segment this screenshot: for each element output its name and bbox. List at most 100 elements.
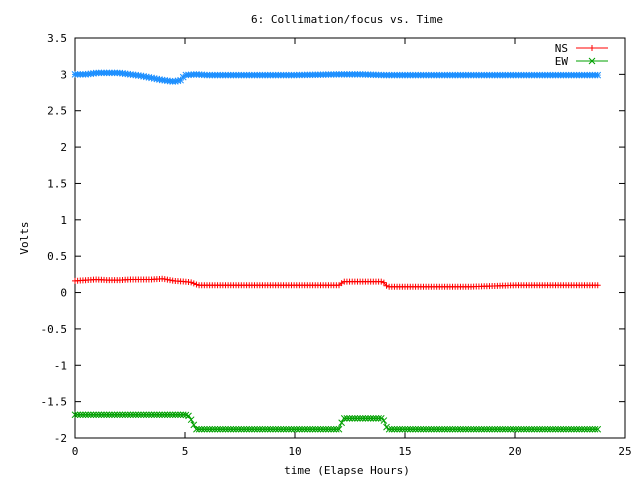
- data-point: [378, 278, 385, 285]
- data-point: [588, 57, 596, 65]
- data-point: [105, 411, 113, 419]
- data-point: [187, 416, 195, 424]
- data-point: [472, 425, 480, 433]
- data-point: [533, 425, 541, 433]
- data-point: [483, 425, 491, 433]
- data-point: [470, 425, 477, 433]
- data-point: [190, 421, 198, 429]
- data-point: [195, 425, 203, 433]
- data-point: [216, 425, 224, 433]
- data-point: [208, 425, 216, 433]
- data-point: [348, 415, 356, 422]
- series-unlabeled: [71, 69, 602, 85]
- data-point: [230, 425, 237, 433]
- data-point: [404, 425, 411, 433]
- x-tick-label: 5: [182, 445, 189, 458]
- data-point: [82, 411, 89, 419]
- data-point: [269, 425, 277, 433]
- data-point: [145, 411, 153, 419]
- data-point: [253, 425, 261, 433]
- data-point: [478, 425, 485, 433]
- data-point: [406, 425, 414, 433]
- data-point: [594, 71, 602, 79]
- data-point: [499, 425, 507, 433]
- y-tick-label: 2.5: [47, 105, 67, 118]
- data-point: [459, 425, 467, 433]
- data-point: [206, 425, 213, 433]
- data-point: [380, 279, 387, 286]
- data-point: [538, 425, 546, 433]
- data-point: [594, 282, 601, 289]
- data-point: [594, 425, 602, 433]
- data-point: [127, 411, 134, 419]
- data-point: [562, 425, 570, 433]
- data-point: [164, 276, 171, 283]
- data-point: [227, 425, 235, 433]
- data-point: [417, 425, 425, 433]
- data-point: [224, 425, 232, 433]
- data-point: [422, 425, 430, 433]
- data-point: [465, 425, 472, 433]
- data-point: [531, 425, 538, 433]
- data-point: [573, 425, 580, 433]
- y-tick-label: 2: [60, 141, 67, 154]
- data-point: [290, 425, 298, 433]
- data-point: [158, 411, 166, 419]
- data-point: [150, 411, 158, 419]
- data-point: [560, 425, 567, 433]
- y-tick-label: 3: [60, 68, 67, 81]
- data-point: [333, 425, 340, 433]
- data-point: [132, 411, 140, 419]
- data-point: [338, 419, 345, 427]
- data-point: [391, 425, 398, 433]
- data-point: [174, 77, 182, 85]
- y-tick-label: -0.5: [41, 323, 68, 336]
- y-axis-ticks: -2 -1.5 -1 -0.5 0 0.5 1 1.5 2 2.5 3 3.5: [41, 32, 625, 445]
- data-point: [570, 425, 578, 433]
- data-point: [240, 425, 248, 433]
- data-point: [591, 425, 599, 433]
- data-point: [425, 425, 433, 433]
- series-ew: [71, 411, 602, 433]
- data-point: [491, 425, 499, 433]
- data-point: [285, 425, 293, 433]
- x-axis-ticks: 0 5 10 15 20 25: [72, 38, 632, 458]
- data-point: [303, 425, 311, 433]
- data-point: [509, 425, 517, 433]
- data-point: [306, 425, 314, 433]
- data-point: [264, 425, 272, 433]
- data-point: [79, 411, 87, 419]
- data-point: [177, 411, 184, 419]
- data-point: [435, 425, 443, 433]
- data-point: [372, 415, 380, 422]
- data-point: [475, 425, 483, 433]
- data-point: [113, 411, 121, 419]
- data-point: [383, 282, 390, 289]
- data-point: [288, 425, 295, 433]
- data-point: [164, 411, 171, 419]
- data-point: [420, 425, 427, 433]
- data-point: [267, 425, 274, 433]
- data-point: [557, 425, 565, 433]
- data-point: [443, 425, 451, 433]
- data-point: [346, 415, 353, 422]
- data-point: [520, 425, 528, 433]
- data-point: [171, 411, 179, 419]
- data-point: [76, 411, 84, 419]
- data-point: [433, 425, 441, 433]
- data-point: [71, 411, 79, 419]
- y-tick-label: -1.5: [41, 396, 68, 409]
- data-point: [259, 425, 266, 433]
- data-point: [108, 411, 116, 419]
- data-point: [322, 425, 330, 433]
- data-point: [369, 415, 377, 422]
- data-point: [74, 411, 81, 419]
- data-point: [486, 425, 493, 433]
- data-point: [388, 425, 396, 433]
- data-point: [309, 425, 316, 433]
- data-point: [140, 411, 147, 419]
- data-point: [243, 425, 250, 433]
- data-point: [314, 425, 322, 433]
